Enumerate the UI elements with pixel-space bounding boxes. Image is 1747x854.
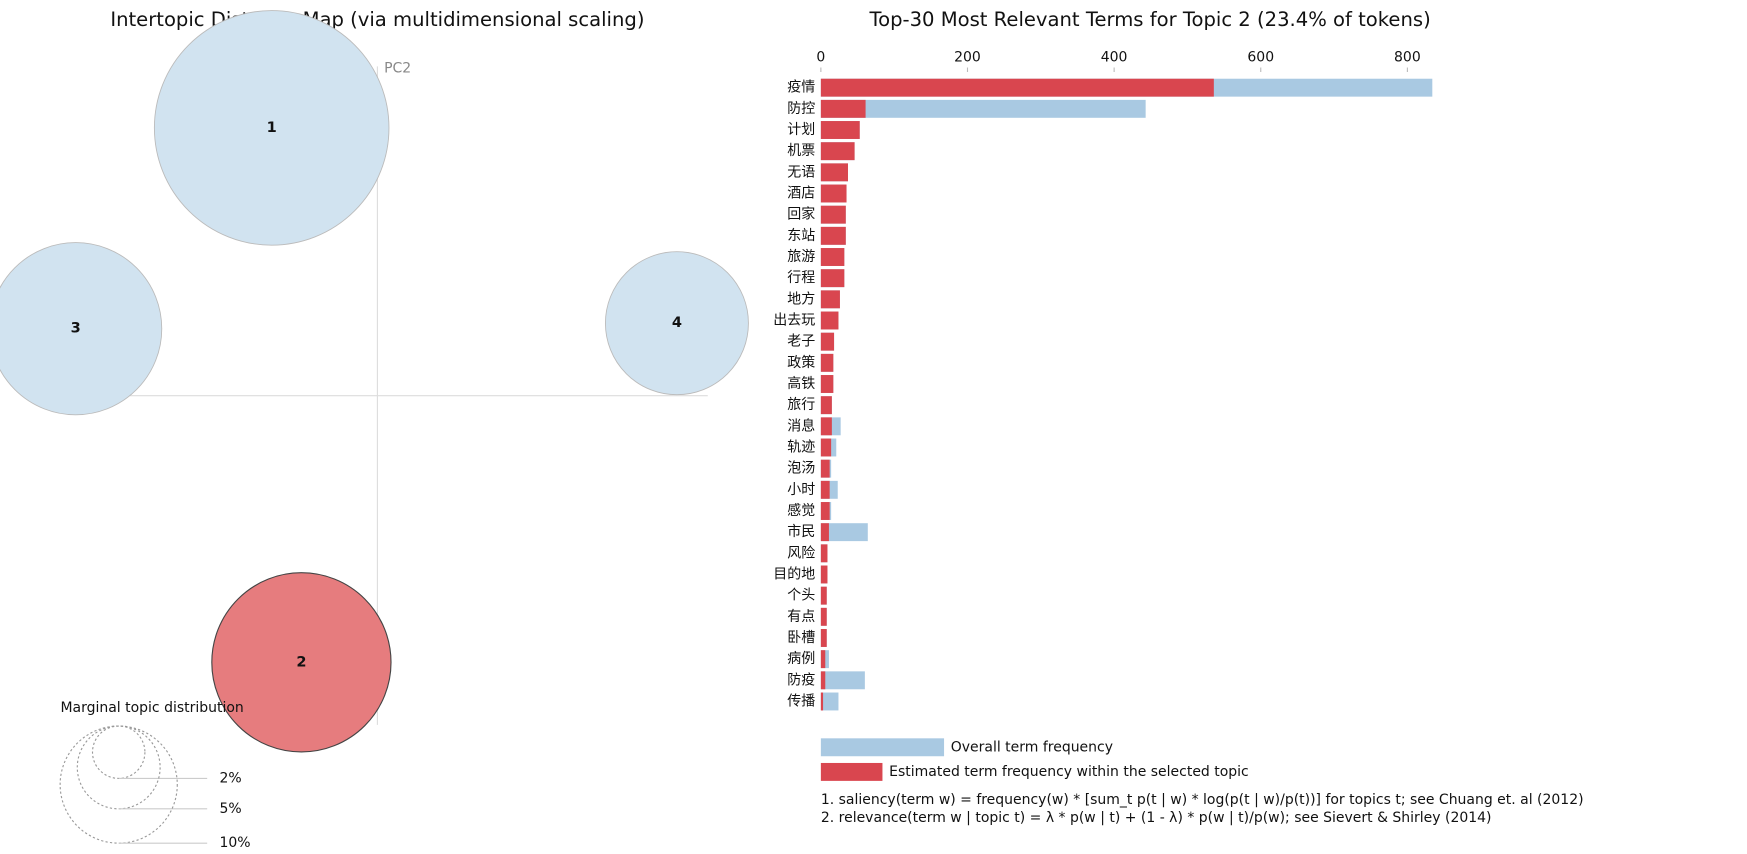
term-label: 泡汤 <box>787 461 815 477</box>
topic-bar <box>820 353 834 372</box>
term-label: 地方 <box>787 291 815 307</box>
overall-bar <box>820 692 839 711</box>
size-legend-title: Marginal topic distribution <box>60 700 243 716</box>
term-label: 卧槽 <box>787 630 815 646</box>
x-tick-label: 200 <box>954 49 981 65</box>
x-tick-label: 600 <box>1247 49 1274 65</box>
footnote: 2. relevance(term w | topic t) = λ * p(w… <box>821 810 1492 826</box>
term-label: 旅行 <box>787 397 815 413</box>
size-legend-circle <box>59 725 178 844</box>
topic-bar <box>820 417 832 436</box>
topic-bar <box>820 480 830 499</box>
term-label: 轨迹 <box>787 439 815 455</box>
size-legend-label: 10% <box>219 835 250 851</box>
right-title: Top-30 Most Relevant Terms for Topic 2 (… <box>868 8 1430 31</box>
size-legend-label: 5% <box>219 801 241 817</box>
term-label: 回家 <box>787 206 815 223</box>
topic-bar <box>820 121 860 139</box>
topic-bar <box>820 650 826 669</box>
overall-bar <box>820 523 868 542</box>
topic-bar <box>820 311 839 330</box>
legend-swatch <box>820 762 883 781</box>
term-label: 疫情 <box>787 80 815 96</box>
term-label: 防疫 <box>787 672 815 688</box>
term-label: 机票 <box>787 143 815 159</box>
topic-bar <box>820 99 866 118</box>
topic-bar <box>820 629 827 647</box>
term-label: 小时 <box>787 482 815 498</box>
term-label: 市民 <box>787 523 815 540</box>
x-tick-label: 0 <box>816 49 825 65</box>
overall-bar <box>820 671 865 690</box>
size-legend-circle <box>76 725 161 810</box>
topic-label: 1 <box>267 119 277 136</box>
term-label: 行程 <box>787 270 815 286</box>
term-label: 政策 <box>787 354 815 371</box>
topic-label: 3 <box>71 320 81 337</box>
topic-bar <box>820 502 830 520</box>
footnote: 1. saliency(term w) = frequency(w) * [su… <box>821 792 1584 808</box>
term-label: 风险 <box>787 545 815 561</box>
term-label: 高铁 <box>787 375 815 392</box>
size-legend-circle <box>91 725 146 779</box>
term-label: 目的地 <box>773 566 815 582</box>
term-label: 老子 <box>787 334 815 350</box>
term-label: 防控 <box>787 101 815 117</box>
topic-bar <box>820 332 835 351</box>
topic-bar <box>820 438 832 457</box>
topic-bar <box>820 184 847 203</box>
topic-bar <box>820 396 832 415</box>
term-label: 消息 <box>787 417 815 434</box>
topic-bar <box>820 78 1214 97</box>
topic-bubble <box>153 10 390 246</box>
size-legend-label: 2% <box>219 770 241 786</box>
x-tick-label: 800 <box>1394 49 1421 65</box>
topic-bubble <box>211 572 392 753</box>
legend-label: Estimated term frequency within the sele… <box>889 764 1249 780</box>
topic-bar <box>820 205 846 224</box>
topic-bar <box>820 523 829 542</box>
pc2-label: PC2 <box>384 61 411 77</box>
overall-bar <box>820 99 1146 118</box>
topic-label: 4 <box>672 314 682 331</box>
term-label: 传播 <box>787 693 815 709</box>
legend-swatch <box>820 738 945 757</box>
term-label: 计划 <box>787 122 815 138</box>
term-label: 感觉 <box>787 502 815 519</box>
topic-bar <box>820 692 824 711</box>
topic-bar <box>820 269 845 288</box>
topic-bar <box>820 142 855 161</box>
topic-bar <box>820 163 848 182</box>
topic-bar <box>820 544 828 563</box>
topic-bubble <box>604 251 749 396</box>
topic-bar <box>820 607 827 626</box>
topic-bar <box>820 248 845 266</box>
term-label: 无语 <box>787 164 815 180</box>
topic-bar <box>820 671 826 690</box>
term-label: 有点 <box>787 609 815 625</box>
topic-label: 2 <box>296 653 306 670</box>
legend-label: Overall term frequency <box>951 739 1113 755</box>
topic-bar <box>820 459 830 478</box>
topic-bar <box>820 290 840 309</box>
topic-bar <box>820 565 828 584</box>
x-tick-label: 400 <box>1101 49 1128 65</box>
term-label: 东站 <box>787 228 815 244</box>
topic-bar <box>820 375 834 393</box>
topic-bar <box>820 226 846 245</box>
topic-bubble <box>0 242 163 416</box>
term-label: 病例 <box>787 651 815 667</box>
term-label: 旅游 <box>787 249 815 265</box>
term-label: 酒店 <box>787 186 815 202</box>
term-label: 出去玩 <box>773 313 815 329</box>
left-title: Intertopic Distance Map (via multidimens… <box>110 8 644 31</box>
term-label: 个头 <box>787 588 815 604</box>
topic-bar <box>820 586 827 605</box>
